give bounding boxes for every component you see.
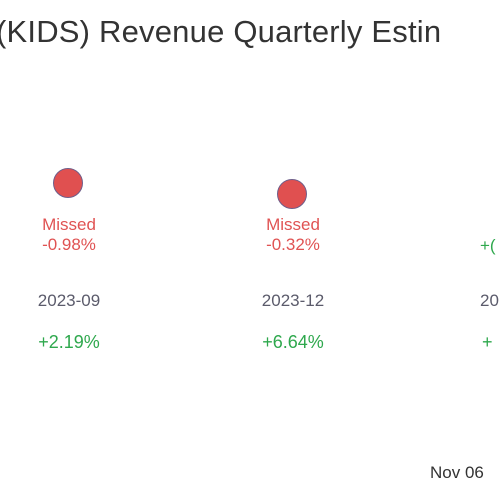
- quarter-column: Missed -0.98% 2023-09 +2.19%: [0, 0, 139, 500]
- period-label: 2023-12: [261, 291, 325, 310]
- chart-title: (KIDS) Revenue Quarterly Estin: [0, 14, 442, 49]
- period-label: 20: [480, 291, 499, 310]
- footer-date: Nov 06: [430, 463, 484, 482]
- surprise-percent: -0.32%: [266, 235, 320, 254]
- growth-percent: +: [482, 332, 493, 352]
- growth-percent: +6.64%: [262, 332, 324, 352]
- surprise-percent: -0.98%: [42, 235, 96, 254]
- surprise-percent: +(: [480, 236, 496, 255]
- quarter-column: Missed -0.32% 2023-12 +6.64%: [223, 0, 363, 500]
- growth-percent: +2.19%: [38, 332, 100, 352]
- estimate-marker: [53, 168, 83, 198]
- quarter-column-partial: +( 20 +: [410, 0, 500, 500]
- surprise-status: Missed: [266, 215, 320, 234]
- period-label: 2023-09: [37, 291, 101, 310]
- estimate-marker: [277, 179, 307, 209]
- surprise-status: Missed: [42, 215, 96, 234]
